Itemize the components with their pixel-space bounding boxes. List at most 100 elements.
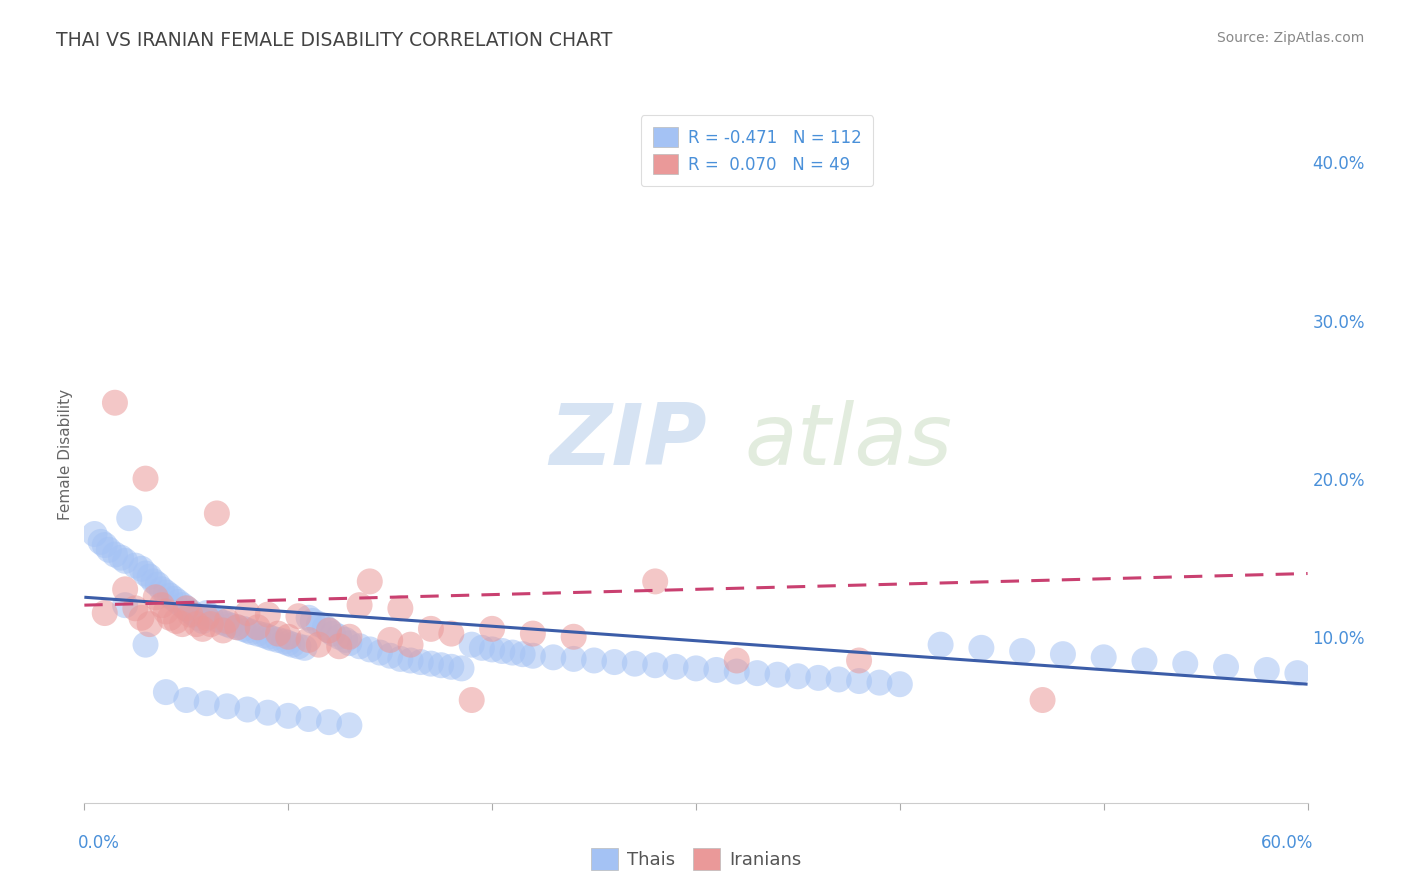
Point — [172, 617, 194, 632]
Point — [191, 614, 214, 628]
Point — [155, 605, 177, 619]
Text: THAI VS IRANIAN FEMALE DISABILITY CORRELATION CHART: THAI VS IRANIAN FEMALE DISABILITY CORREL… — [56, 31, 613, 50]
Point — [603, 655, 626, 669]
Point — [512, 647, 534, 661]
Point — [179, 605, 201, 619]
Point — [195, 696, 218, 710]
Point — [281, 638, 304, 652]
Text: 0.0%: 0.0% — [79, 834, 120, 852]
Point — [124, 601, 146, 615]
Point — [93, 538, 117, 552]
Point — [562, 630, 585, 644]
Point — [685, 661, 707, 675]
Point — [644, 574, 666, 589]
Point — [135, 566, 157, 581]
Point — [359, 574, 381, 589]
Point — [257, 706, 280, 720]
Point — [481, 622, 503, 636]
Point — [179, 607, 201, 622]
Point — [277, 708, 299, 723]
Point — [339, 636, 361, 650]
Point — [725, 665, 748, 679]
Text: ZIP: ZIP — [550, 400, 707, 483]
Point — [318, 624, 340, 638]
Point — [83, 527, 105, 541]
Point — [176, 693, 198, 707]
Point — [335, 632, 357, 647]
Point — [236, 702, 259, 716]
Point — [219, 618, 242, 632]
Point — [97, 542, 120, 557]
Point — [389, 601, 412, 615]
Point — [124, 558, 146, 573]
Point — [287, 639, 309, 653]
Point — [1092, 650, 1115, 665]
Point — [257, 630, 280, 644]
Point — [328, 639, 350, 653]
Point — [217, 699, 239, 714]
Point — [176, 601, 198, 615]
Point — [440, 660, 463, 674]
Point — [246, 626, 269, 640]
Point — [583, 653, 606, 667]
Point — [1174, 657, 1197, 671]
Point — [135, 472, 157, 486]
Point — [253, 628, 276, 642]
Point — [1256, 663, 1278, 677]
Point — [828, 673, 851, 687]
Point — [90, 534, 112, 549]
Point — [155, 685, 177, 699]
Point — [1215, 660, 1237, 674]
Point — [328, 630, 350, 644]
Point — [1052, 647, 1074, 661]
Point — [118, 511, 141, 525]
Point — [929, 638, 952, 652]
Point — [522, 648, 544, 663]
Point — [260, 632, 283, 646]
Point — [349, 598, 371, 612]
Point — [380, 632, 402, 647]
Point — [195, 611, 218, 625]
Point — [246, 620, 269, 634]
Point — [195, 606, 218, 620]
Point — [301, 614, 323, 628]
Point — [766, 667, 789, 681]
Point — [205, 612, 228, 626]
Point — [889, 677, 911, 691]
Point — [93, 606, 117, 620]
Point — [298, 611, 321, 625]
Point — [159, 589, 181, 603]
Point — [359, 642, 381, 657]
Point — [135, 638, 157, 652]
Point — [212, 615, 235, 630]
Point — [236, 624, 259, 638]
Point — [131, 611, 153, 625]
Point — [212, 624, 235, 638]
Point — [450, 661, 472, 675]
Point — [142, 574, 165, 589]
Point — [461, 693, 484, 707]
Point — [226, 620, 249, 634]
Point — [665, 660, 688, 674]
Point — [562, 652, 585, 666]
Point — [172, 598, 194, 612]
Point — [240, 625, 263, 640]
Text: atlas: atlas — [745, 400, 953, 483]
Point — [114, 582, 136, 597]
Point — [236, 606, 259, 620]
Point — [409, 655, 432, 669]
Point — [420, 657, 443, 671]
Point — [150, 598, 173, 612]
Point — [471, 640, 494, 655]
Point — [267, 626, 290, 640]
Point — [146, 577, 169, 591]
Point — [267, 632, 290, 647]
Point — [318, 715, 340, 730]
Point — [848, 653, 870, 667]
Y-axis label: Female Disability: Female Disability — [58, 389, 73, 521]
Point — [131, 562, 153, 576]
Point — [461, 638, 484, 652]
Point — [308, 638, 330, 652]
Point — [165, 614, 187, 628]
Point — [440, 626, 463, 640]
